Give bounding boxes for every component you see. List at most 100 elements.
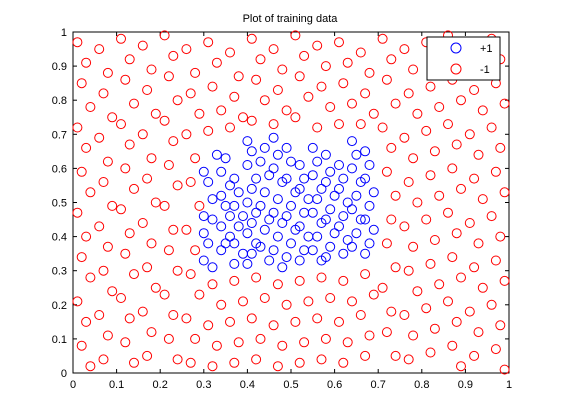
point-minus-one (163, 160, 174, 170)
point-minus-one (334, 316, 344, 327)
point-minus-one (399, 310, 410, 320)
point-minus-one (381, 327, 392, 338)
point-minus-one (81, 316, 92, 327)
point-minus-one (85, 272, 96, 283)
point-minus-one (464, 218, 475, 228)
point-plus-one (347, 163, 357, 174)
point-minus-one (159, 115, 170, 126)
x-tick-label: 0.9 (458, 379, 473, 391)
point-minus-one (194, 289, 205, 300)
point-minus-one (207, 361, 218, 372)
point-minus-one (216, 105, 227, 116)
point-minus-one (194, 200, 205, 211)
point-minus-one (469, 350, 480, 361)
point-plus-one (259, 187, 270, 198)
point-minus-one (364, 67, 375, 78)
point-plus-one (268, 245, 279, 256)
point-minus-one (259, 95, 270, 106)
point-plus-one (268, 207, 279, 218)
point-plus-one (268, 163, 279, 174)
point-minus-one (456, 95, 466, 106)
point-minus-one (464, 306, 475, 317)
point-minus-one (403, 265, 414, 276)
point-plus-one (334, 221, 344, 232)
point-plus-one (294, 221, 305, 232)
point-minus-one (316, 81, 327, 92)
x-tick-label: 0.8 (414, 379, 429, 391)
point-minus-one (146, 153, 157, 164)
y-tick-label: 1 (61, 27, 67, 39)
point-minus-one (181, 44, 192, 55)
point-plus-one (259, 224, 270, 235)
point-minus-one (312, 40, 323, 51)
point-plus-one (246, 248, 257, 259)
point-plus-one (307, 142, 318, 153)
point-minus-one (268, 44, 279, 55)
point-minus-one (451, 228, 462, 239)
point-minus-one (94, 44, 105, 55)
point-plus-one (242, 197, 253, 208)
point-minus-one (434, 102, 445, 112)
point-minus-one (142, 262, 153, 273)
point-minus-one (338, 357, 349, 368)
point-plus-one (347, 136, 357, 147)
point-minus-one (94, 221, 105, 232)
point-minus-one (233, 71, 244, 82)
point-minus-one (421, 214, 432, 225)
y-tick-label: 0.8 (52, 95, 67, 107)
point-minus-one (434, 190, 445, 201)
point-plus-one (294, 160, 305, 170)
point-minus-one (137, 129, 148, 140)
point-minus-one (225, 47, 235, 58)
point-plus-one (233, 187, 244, 198)
point-minus-one (443, 119, 453, 130)
point-minus-one (425, 258, 436, 269)
point-minus-one (360, 88, 371, 99)
point-plus-one (225, 211, 235, 222)
point-plus-one (242, 258, 253, 269)
point-minus-one (299, 337, 310, 348)
point-minus-one (499, 187, 510, 198)
point-minus-one (251, 272, 262, 283)
point-minus-one (81, 142, 92, 153)
plot-area: 0 0.1 0.2 0.3 0.4 0.5 0.6 0.7 0.8 0.9 1 0 0.1 0.2 0.3 0… (52, 27, 512, 391)
point-minus-one (159, 289, 170, 300)
point-minus-one (299, 50, 310, 61)
point-minus-one (142, 85, 153, 95)
point-plus-one (355, 214, 366, 225)
x-tick-label: 0.1 (109, 379, 124, 391)
point-minus-one (290, 316, 301, 327)
x-tick-label: 0.5 (283, 379, 298, 391)
point-plus-one (277, 262, 288, 273)
point-minus-one (303, 296, 314, 307)
point-plus-one (272, 231, 283, 242)
point-plus-one (198, 228, 209, 239)
point-minus-one (320, 61, 331, 72)
point-minus-one (499, 275, 510, 286)
point-plus-one (281, 142, 292, 153)
point-minus-one (159, 30, 170, 41)
point-minus-one (72, 122, 83, 133)
point-minus-one (146, 64, 157, 75)
point-minus-one (408, 153, 419, 164)
point-minus-one (150, 282, 161, 293)
point-minus-one (159, 200, 170, 211)
point-minus-one (408, 330, 419, 341)
point-minus-one (251, 354, 262, 365)
point-minus-one (203, 320, 214, 331)
point-minus-one (272, 279, 283, 290)
point-minus-one (146, 327, 157, 338)
point-minus-one (246, 33, 257, 44)
point-plus-one (198, 166, 209, 177)
point-minus-one (277, 340, 288, 351)
point-minus-one (94, 310, 105, 320)
point-minus-one (325, 293, 336, 303)
point-minus-one (255, 54, 266, 65)
point-minus-one (85, 361, 96, 372)
point-plus-one (338, 211, 349, 222)
point-plus-one (360, 248, 371, 259)
point-minus-one (129, 269, 139, 280)
point-plus-one (264, 255, 275, 266)
